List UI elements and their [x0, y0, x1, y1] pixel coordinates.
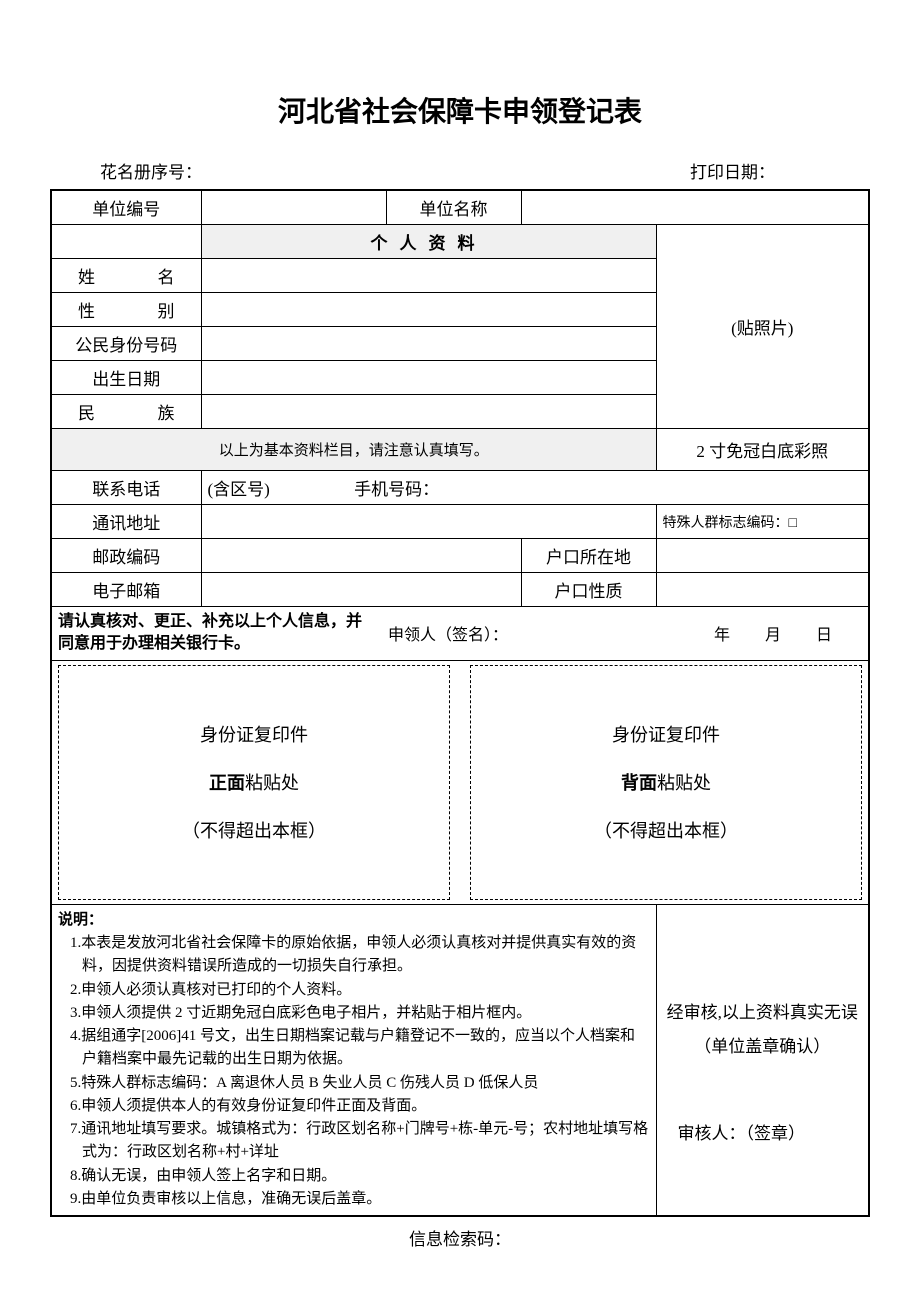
- phone-label: 联系电话: [51, 471, 201, 505]
- verify-line1: 经审核,以上资料真实无误: [663, 996, 863, 1030]
- photo-placeholder-cell: (贴照片): [656, 225, 869, 429]
- instruction-item: 7.通讯地址填写要求。城镇格式为：行政区划名称+门牌号+栋-单元-号；农村地址填…: [70, 1118, 650, 1165]
- hukou-type-label: 户口性质: [521, 573, 656, 607]
- roster-number-label: 花名册序号：: [100, 158, 202, 183]
- hukou-loc-label: 户口所在地: [521, 539, 656, 573]
- footer-label: 信息检索码：: [50, 1225, 870, 1250]
- ethnic-value: [201, 395, 656, 429]
- instruction-item: 6.申领人须提供本人的有效身份证复印件正面及背面。: [70, 1095, 650, 1118]
- instruction-item: 8.确认无误，由申领人签上名字和日期。: [70, 1165, 650, 1188]
- id-back-line2: 背面粘贴处: [621, 769, 711, 795]
- instruction-item: 3.申领人须提供 2 寸近期免冠白底彩色电子相片，并粘贴于相片框内。: [70, 1002, 650, 1025]
- instruction-item: 5.特殊人群标志编码：A 离退休人员 B 失业人员 C 伤残人员 D 低保人员: [70, 1072, 650, 1095]
- id-front-box: 身份证复印件 正面粘贴处 （不得超出本框）: [58, 665, 450, 900]
- address-label: 通讯地址: [51, 505, 201, 539]
- phone-area-hint: (含区号): [208, 475, 270, 500]
- gender-value: [201, 293, 656, 327]
- phone-value: (含区号) 手机号码：: [201, 471, 869, 505]
- unit-name-value: [521, 190, 869, 225]
- main-table: 单位编号 单位名称 个人资料 (贴照片) 姓名 性别 公民身份号码 出生日期: [50, 189, 870, 1217]
- unit-no-value: [201, 190, 386, 225]
- birth-value: [201, 361, 656, 395]
- personal-section-header: 个人资料: [201, 225, 656, 259]
- verify-line3: 审核人：（签章）: [663, 1119, 863, 1144]
- postcode-label: 邮政编码: [51, 539, 201, 573]
- name-label: 姓名: [51, 259, 201, 293]
- confirm-row: 请认真核对、更正、补充以上个人信息，并同意用于办理相关银行卡。 申领人（签名）：…: [51, 607, 869, 661]
- confirm-text: 请认真核对、更正、补充以上个人信息，并同意用于办理相关银行卡。: [58, 611, 368, 656]
- special-code-label: 特殊人群标志编码：□: [656, 505, 869, 539]
- email-label: 电子邮箱: [51, 573, 201, 607]
- verify-line2: （单位盖章确认）: [663, 1030, 863, 1064]
- print-date-label: 打印日期：: [690, 158, 775, 183]
- verify-cell: 经审核,以上资料真实无误 （单位盖章确认） 审核人：（签章）: [656, 904, 869, 1216]
- id-back-box: 身份证复印件 背面粘贴处 （不得超出本框）: [470, 665, 862, 900]
- idno-value: [201, 327, 656, 361]
- id-back-note: （不得超出本框）: [594, 817, 738, 843]
- instruction-item: 2.申领人必须认真核对已打印的个人资料。: [70, 979, 650, 1002]
- photo-placeholder-text: (贴照片): [731, 319, 793, 338]
- ethnic-label: 民族: [51, 395, 201, 429]
- id-copy-area: 身份证复印件 正面粘贴处 （不得超出本框） 身份证复印件 背面粘贴处 （不得超出…: [51, 660, 869, 904]
- instruction-item: 9.由单位负责审核以上信息，准确无误后盖章。: [70, 1188, 650, 1211]
- signer-label: 申领人（签名）：: [368, 621, 632, 645]
- unit-name-label: 单位名称: [386, 190, 521, 225]
- phone-mobile-hint: 手机号码：: [354, 475, 439, 500]
- hukou-loc-value: [656, 539, 869, 573]
- date-labels: 年 月 日: [632, 621, 862, 645]
- instruction-item: 4.据组通字[2006]41 号文，出生日期档案记载与户籍登记不一致的，应当以个…: [70, 1025, 650, 1072]
- instructions-cell: 说明： 1.本表是发放河北省社会保障卡的原始依据，申领人必须认真核对并提供真实有…: [51, 904, 656, 1216]
- basic-note: 以上为基本资料栏目，请注意认真填写。: [51, 429, 656, 471]
- address-value: [201, 505, 656, 539]
- form-title: 河北省社会保障卡申领登记表: [50, 90, 870, 130]
- gender-label: 性别: [51, 293, 201, 327]
- email-value: [201, 573, 521, 607]
- instruction-item: 1.本表是发放河北省社会保障卡的原始依据，申领人必须认真核对并提供真实有效的资料…: [70, 932, 650, 979]
- id-front-line2: 正面粘贴处: [209, 769, 299, 795]
- instructions-title: 说明：: [58, 909, 650, 932]
- hukou-type-value: [656, 573, 869, 607]
- top-labels: 花名册序号： 打印日期：: [50, 158, 870, 183]
- id-front-title: 身份证复印件: [200, 721, 308, 747]
- idno-label: 公民身份号码: [51, 327, 201, 361]
- id-back-title: 身份证复印件: [612, 721, 720, 747]
- blank-cell: [51, 225, 201, 259]
- birth-label: 出生日期: [51, 361, 201, 395]
- instruction-list: 1.本表是发放河北省社会保障卡的原始依据，申领人必须认真核对并提供真实有效的资料…: [58, 932, 650, 1211]
- id-front-note: （不得超出本框）: [182, 817, 326, 843]
- name-value: [201, 259, 656, 293]
- postcode-value: [201, 539, 521, 573]
- photo-spec: 2 寸免冠白底彩照: [656, 429, 869, 471]
- unit-no-label: 单位编号: [51, 190, 201, 225]
